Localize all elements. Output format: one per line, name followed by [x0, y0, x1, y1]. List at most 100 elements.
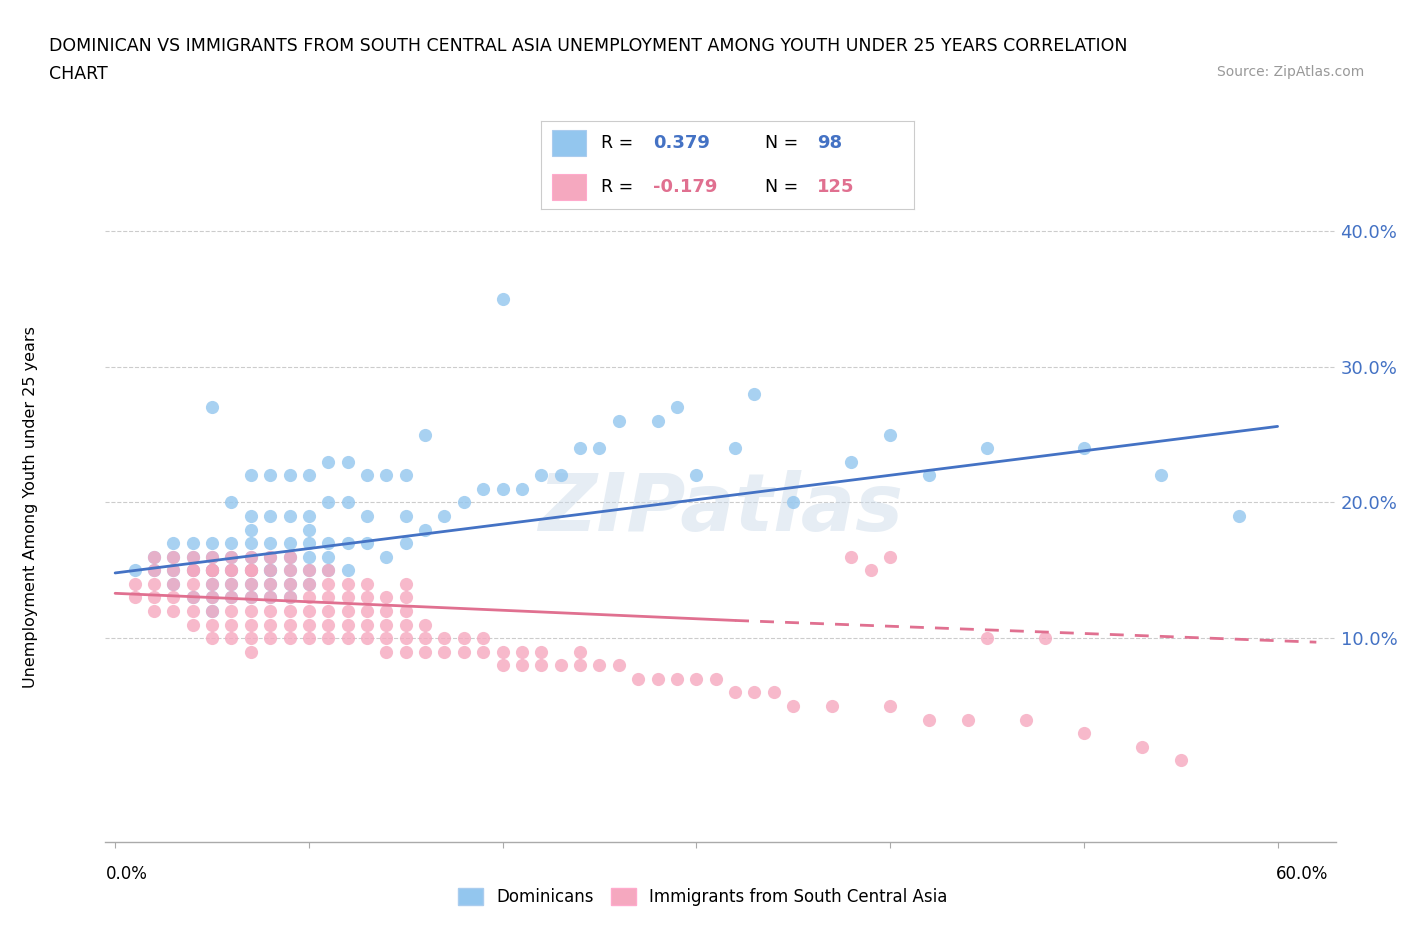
Point — [278, 550, 301, 565]
Point — [356, 631, 378, 645]
Point — [142, 550, 165, 565]
Point — [530, 468, 553, 483]
Point — [413, 618, 436, 632]
Point — [201, 563, 224, 578]
Point — [588, 441, 610, 456]
Point — [510, 482, 533, 497]
Point — [316, 604, 339, 618]
Point — [142, 590, 165, 604]
Point — [918, 712, 941, 727]
Point — [336, 495, 359, 510]
Point — [665, 671, 688, 686]
Point — [221, 590, 243, 604]
Point — [395, 604, 418, 618]
Point — [298, 536, 321, 551]
Point — [298, 509, 321, 524]
Point — [221, 563, 243, 578]
Point — [298, 604, 321, 618]
Point — [181, 590, 204, 604]
Point — [142, 577, 165, 591]
Point — [841, 550, 863, 565]
Point — [821, 698, 844, 713]
Point — [239, 522, 262, 537]
Point — [201, 604, 224, 618]
Point — [356, 604, 378, 618]
Point — [569, 441, 592, 456]
Point — [395, 631, 418, 645]
Point — [685, 468, 707, 483]
Point — [201, 590, 224, 604]
Point — [569, 658, 592, 672]
Point — [316, 536, 339, 551]
Point — [433, 509, 456, 524]
Point — [744, 684, 766, 699]
Point — [201, 563, 224, 578]
Point — [124, 577, 146, 591]
Point — [201, 577, 224, 591]
Point — [627, 671, 650, 686]
Legend: Dominicans, Immigrants from South Central Asia: Dominicans, Immigrants from South Centra… — [451, 881, 955, 912]
Point — [221, 536, 243, 551]
Point — [278, 631, 301, 645]
Point — [239, 468, 262, 483]
Point — [259, 590, 281, 604]
Point — [918, 468, 941, 483]
Point — [221, 577, 243, 591]
Point — [181, 604, 204, 618]
Point — [298, 577, 321, 591]
Point — [259, 550, 281, 565]
Point — [647, 414, 669, 429]
Point — [316, 495, 339, 510]
Point — [472, 482, 495, 497]
Point — [375, 644, 398, 659]
Point — [491, 658, 513, 672]
Point — [221, 618, 243, 632]
Point — [162, 577, 184, 591]
Point — [278, 563, 301, 578]
Point — [491, 482, 513, 497]
Point — [298, 563, 321, 578]
Point — [316, 550, 339, 565]
Point — [239, 631, 262, 645]
Point — [1130, 739, 1153, 754]
Point — [395, 590, 418, 604]
Point — [221, 563, 243, 578]
Text: N =: N = — [765, 178, 804, 195]
Point — [278, 590, 301, 604]
Point — [278, 563, 301, 578]
Point — [239, 563, 262, 578]
Point — [841, 454, 863, 469]
Point — [1170, 752, 1192, 767]
Point — [724, 684, 747, 699]
Point — [259, 577, 281, 591]
Point — [1227, 509, 1250, 524]
Point — [221, 631, 243, 645]
Point — [201, 631, 224, 645]
Point — [453, 495, 475, 510]
Point — [239, 590, 262, 604]
FancyBboxPatch shape — [553, 130, 586, 156]
Point — [259, 563, 281, 578]
Text: DOMINICAN VS IMMIGRANTS FROM SOUTH CENTRAL ASIA UNEMPLOYMENT AMONG YOUTH UNDER 2: DOMINICAN VS IMMIGRANTS FROM SOUTH CENTR… — [49, 37, 1128, 55]
Point — [239, 563, 262, 578]
FancyBboxPatch shape — [553, 174, 586, 201]
Point — [142, 563, 165, 578]
Point — [201, 563, 224, 578]
Text: 0.0%: 0.0% — [105, 865, 148, 883]
Point — [278, 577, 301, 591]
Point — [221, 590, 243, 604]
Point — [316, 563, 339, 578]
Point — [316, 590, 339, 604]
Point — [336, 536, 359, 551]
Point — [278, 618, 301, 632]
Point — [239, 577, 262, 591]
Text: Unemployment Among Youth under 25 years: Unemployment Among Youth under 25 years — [24, 326, 38, 688]
Point — [607, 414, 630, 429]
Point — [704, 671, 727, 686]
Point — [395, 536, 418, 551]
Point — [259, 563, 281, 578]
Point — [181, 563, 204, 578]
Point — [510, 658, 533, 672]
Point — [181, 563, 204, 578]
Point — [298, 577, 321, 591]
